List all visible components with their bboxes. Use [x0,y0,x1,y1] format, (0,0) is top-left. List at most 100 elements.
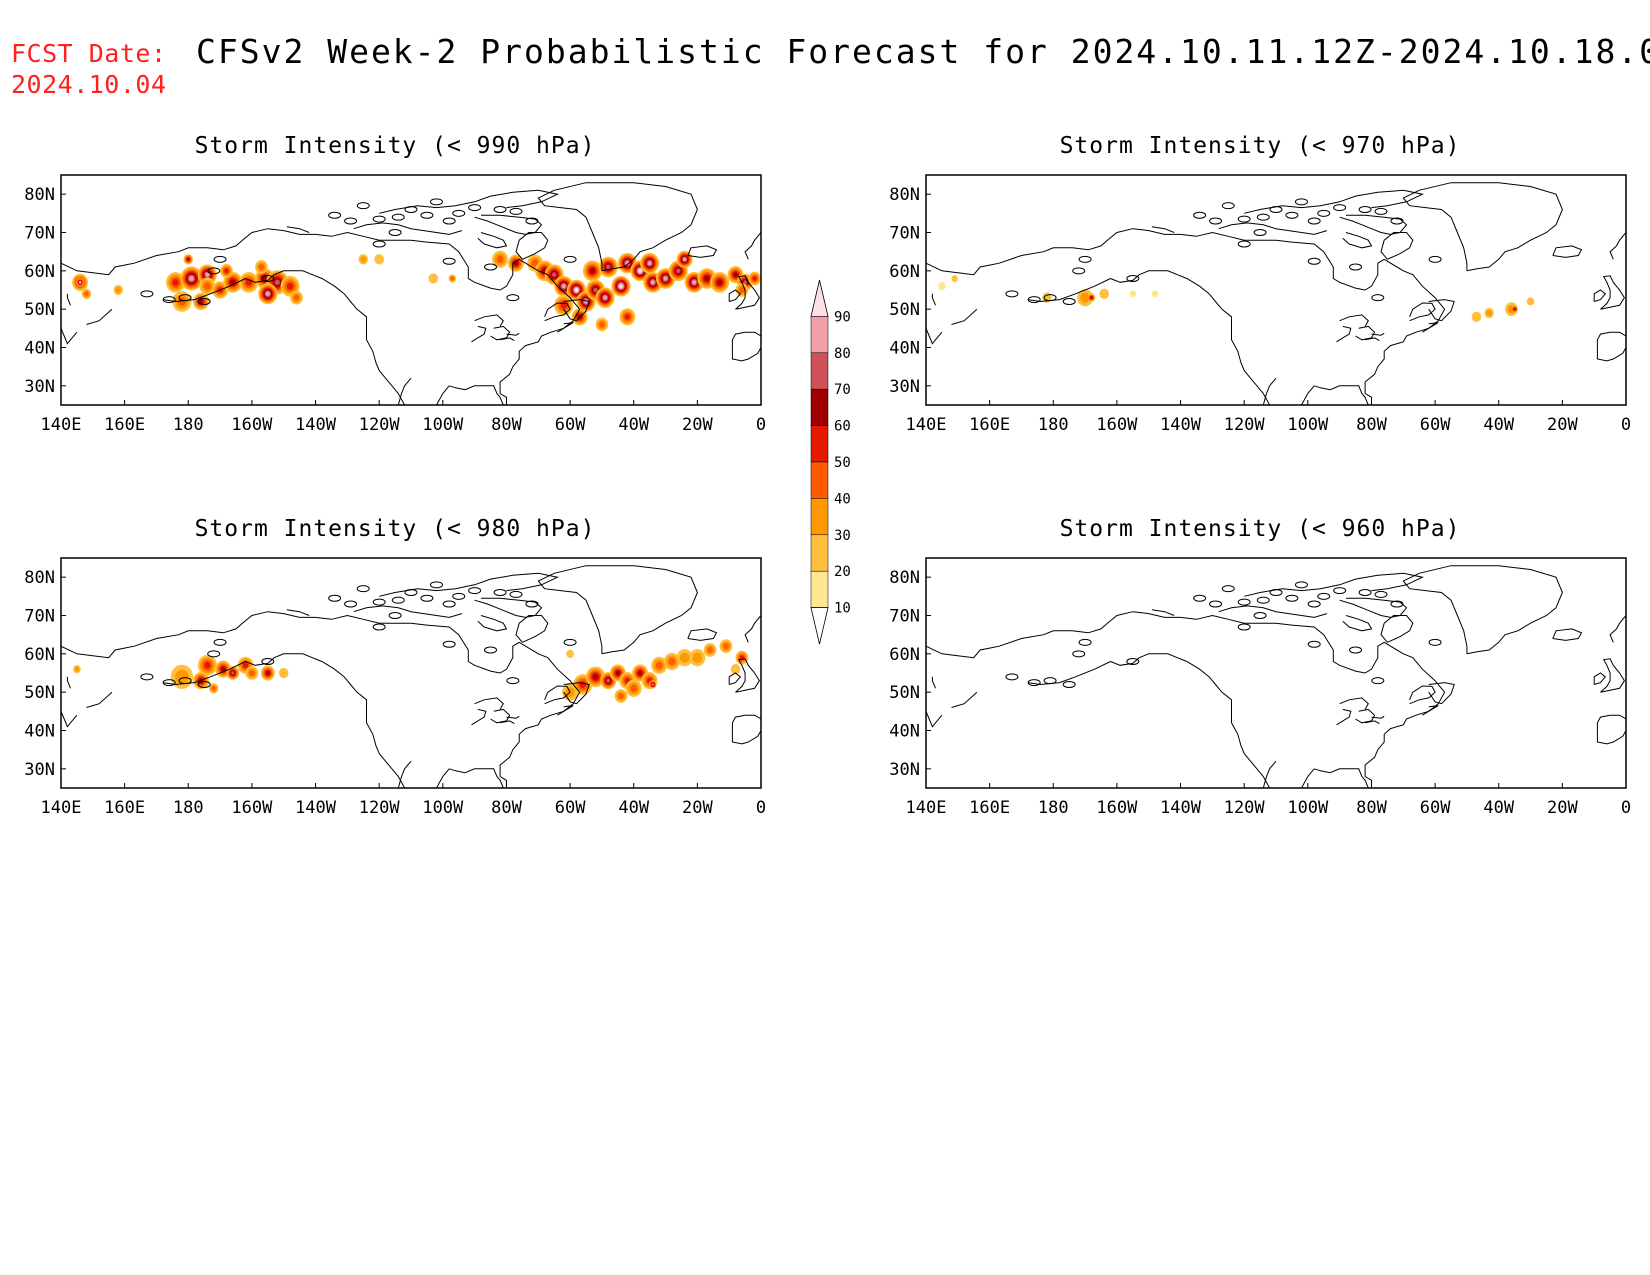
coastline [1596,331,1626,362]
island-outline [261,658,275,665]
island-outline [1005,673,1019,681]
island-outline [1237,240,1251,248]
island-outline [484,646,498,654]
forecast-date-value: 2024.10.04 [11,70,167,99]
map-frame [60,174,762,406]
probability-area [231,671,235,675]
coastline [1262,377,1277,405]
coastline [474,697,504,710]
coastline [728,289,742,302]
coastline [397,760,412,788]
coastline [1355,325,1376,341]
lat-label: 30N [889,377,920,397]
probability-area [692,652,703,663]
colorbar-swatch [810,279,829,317]
lon-label: 60W [1420,798,1451,816]
coastline [1596,714,1626,745]
probability-area [624,313,631,320]
probability-area [374,254,384,265]
coastline [471,325,487,343]
probability-area [198,299,204,304]
map-990hpa: 140E 160E 180 160W 140W 120W 100W 80W 60W 40W 20W 0… [24,174,766,433]
coastline [1428,299,1455,322]
island-outline [442,257,456,265]
island-outline [1294,581,1308,589]
coastline [926,328,943,345]
coastline [731,331,761,362]
coastline [1593,289,1607,302]
probability-area [692,280,697,285]
coastline [1336,325,1352,343]
lon-label: 120W [1224,798,1266,816]
probability-area [938,282,946,291]
colorbar-swatch [810,425,829,463]
coastline [1402,565,1563,655]
probability-area [579,681,586,688]
coastline [474,597,543,618]
island-outline [1072,267,1086,275]
probability-area [1526,297,1535,306]
lon-label: 160E [969,798,1010,816]
island-outline [563,638,577,646]
lon-label: 60W [555,415,586,433]
probability-area [186,257,190,261]
coastline [471,708,487,726]
lon-label: 20W [1547,798,1578,816]
lat-label: 70N [889,607,920,627]
coastline [735,275,760,310]
colorbar-label: 70 [834,382,851,398]
lon-label: 100W [1287,415,1329,433]
coastline [66,676,71,689]
coastline [397,377,412,405]
island-outline [388,229,402,236]
colorbar-swatch [810,570,829,608]
coastline [477,232,508,249]
lat-label: 40N [24,339,55,359]
probability-area [668,657,676,666]
island-outline [506,294,520,302]
lon-label: 0 [1621,415,1631,433]
coastline [1336,708,1352,726]
lon-label: 180 [1038,798,1069,816]
coastline [474,214,543,235]
probability-area [723,643,729,650]
coastline [379,189,559,214]
probability-area [733,272,738,278]
island-outline [140,290,154,298]
probability-area [679,652,690,663]
coastline [1314,768,1369,788]
lon-label: 180 [1038,415,1069,433]
lon-label: 40W [1483,798,1514,816]
coastline [926,228,1446,405]
coastline [951,691,978,708]
main-title: CFSv2 Week-2 Probabilistic Forecast for … [196,32,1650,71]
probability-area [650,280,655,285]
coastline [1365,720,1380,725]
lat-label: 60N [889,262,920,282]
probability-area [683,257,687,262]
coastline [1301,768,1315,788]
coastline [951,308,978,325]
probability-area [189,276,194,281]
coastline [1428,682,1455,705]
island-outline [207,267,221,275]
island-outline [1428,255,1442,263]
coastline [728,672,742,685]
island-outline [452,592,466,600]
island-outline [1374,207,1388,215]
coastline [563,299,590,322]
coastline [286,226,310,233]
probability-area [638,269,642,273]
lon-label: 160W [231,798,273,816]
lon-label: 140E [41,798,82,816]
colorbar-label: 50 [834,455,851,471]
coastline [687,628,718,641]
probability-area [265,670,270,676]
lat-label: 30N [889,760,920,780]
island-outline [328,211,342,219]
panel-990hpa: Storm Intensity (< 990 hPa) 140E 160E 180 1… [0,133,790,453]
lon-label: 60W [555,798,586,816]
coastline [477,615,508,632]
island-outline [213,255,227,263]
probability-area [293,294,300,301]
